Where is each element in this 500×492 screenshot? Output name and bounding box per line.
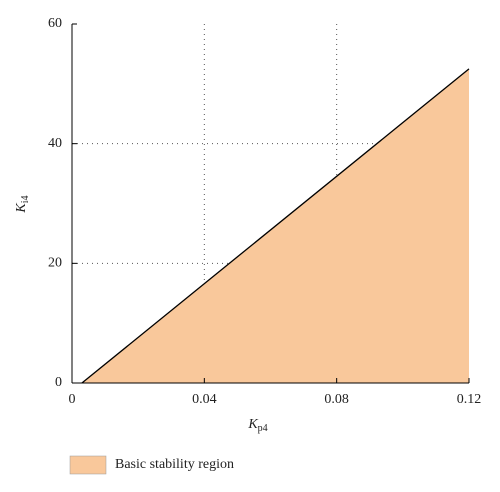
y-axis-label: Ki4 bbox=[14, 195, 31, 213]
legend-label: Basic stability region bbox=[115, 457, 234, 472]
x-tick-label: 0.04 bbox=[192, 392, 217, 407]
y-tick-label: 20 bbox=[48, 256, 62, 271]
x-tick-label: 0.08 bbox=[324, 392, 349, 407]
y-tick-label: 0 bbox=[55, 375, 62, 390]
y-label-symbol: K bbox=[14, 203, 29, 214]
area-boundary bbox=[81, 68, 470, 384]
y-tick-label: 60 bbox=[48, 16, 62, 31]
x-tick-label: 0.12 bbox=[457, 392, 482, 407]
x-tick-label: 0 bbox=[69, 392, 76, 407]
x-axis-label: Kp4 bbox=[247, 417, 267, 434]
y-tick-label: 40 bbox=[48, 136, 62, 151]
y-label-subscript: i4 bbox=[20, 195, 31, 203]
legend-swatch bbox=[69, 455, 107, 475]
x-label-subscript: p4 bbox=[258, 423, 268, 434]
x-label-symbol: K bbox=[247, 417, 258, 432]
